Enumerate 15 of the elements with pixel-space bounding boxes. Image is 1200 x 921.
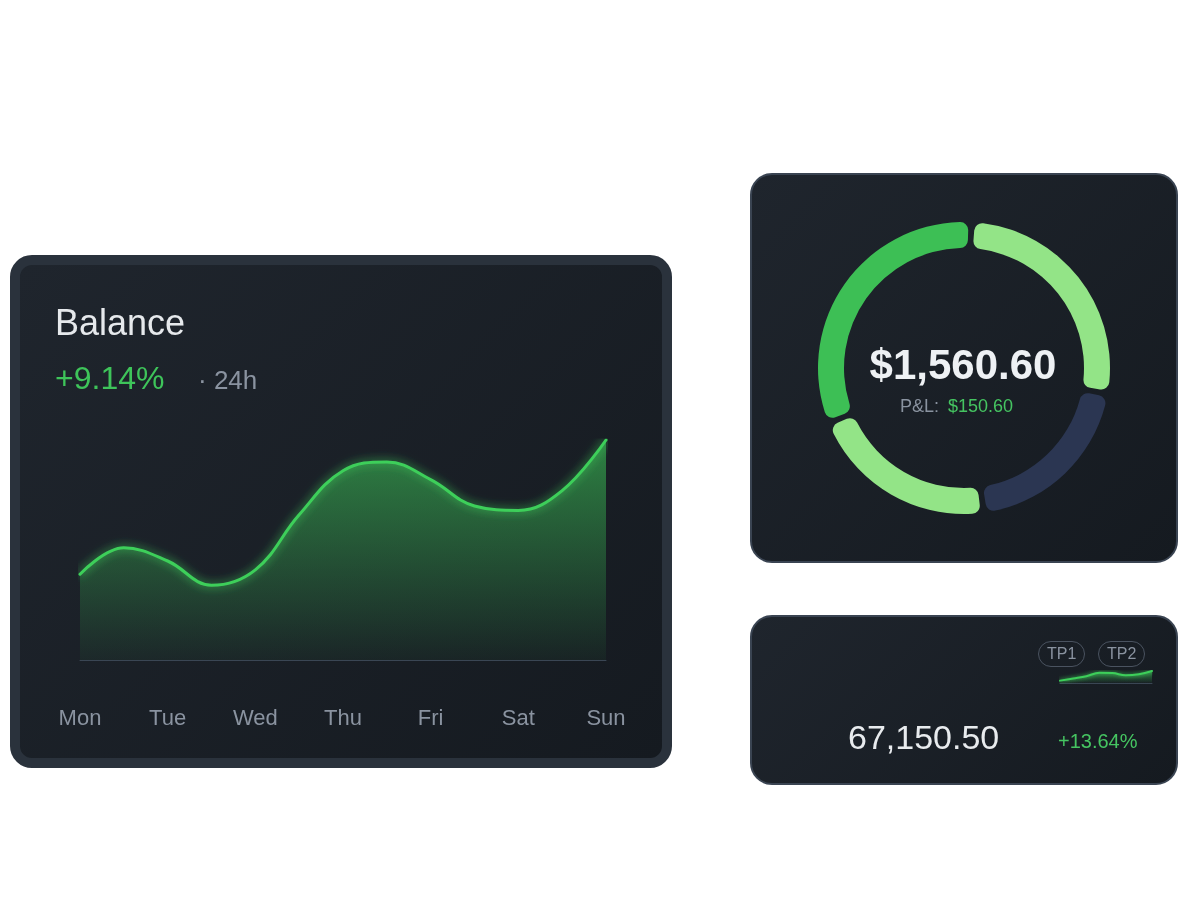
text: +13.64% (1058, 730, 1138, 752)
x-tick-label: Tue (149, 704, 187, 730)
x-tick-label: Wed (232, 704, 278, 730)
chart-title: Balance (55, 302, 186, 343)
x-tick-label: Sat (501, 704, 535, 730)
chart-subtitle: +9.14% (55, 360, 165, 396)
text: P&L: (900, 396, 940, 416)
x-tick-label: Fri (417, 704, 444, 730)
text: 67,150.50 (848, 718, 1000, 756)
x-tick-label: Thu (324, 704, 362, 730)
text: $150.60 (948, 396, 1014, 416)
x-tick-label: Sun (586, 704, 626, 730)
text: · 24h (198, 365, 258, 395)
x-tick-label: Mon (58, 704, 102, 730)
text: $1,560.60 (869, 341, 1057, 388)
